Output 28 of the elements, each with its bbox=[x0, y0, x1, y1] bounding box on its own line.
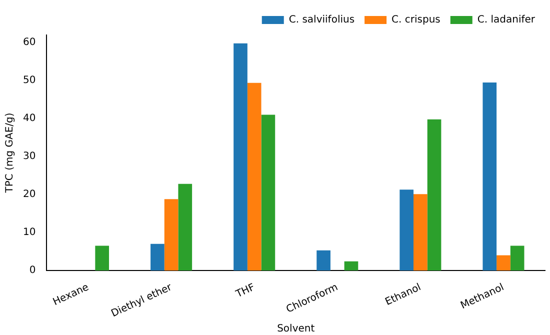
legend-label: C. salviifolius bbox=[288, 14, 355, 26]
bar bbox=[427, 119, 442, 270]
bar bbox=[344, 261, 358, 270]
y-tick-label: 10 bbox=[22, 227, 36, 238]
y-tick-label: 40 bbox=[22, 113, 36, 124]
y-tick-label: 20 bbox=[22, 189, 36, 200]
bar bbox=[164, 199, 178, 270]
y-tick-label: 30 bbox=[22, 151, 36, 162]
bar bbox=[178, 184, 192, 270]
x-axis-title: Solvent bbox=[277, 324, 315, 335]
bar bbox=[496, 255, 510, 270]
bar bbox=[247, 82, 262, 270]
y-tick-label: 50 bbox=[22, 75, 36, 86]
bar bbox=[316, 250, 330, 270]
legend-label: C. ladanifer bbox=[477, 14, 536, 26]
y-tick-label: 60 bbox=[22, 37, 36, 48]
bar bbox=[400, 190, 414, 270]
bar bbox=[234, 43, 248, 270]
bar bbox=[95, 246, 110, 270]
bar bbox=[261, 114, 276, 270]
y-tick-label: 0 bbox=[29, 265, 36, 276]
bar bbox=[482, 82, 497, 270]
bar bbox=[510, 246, 524, 270]
legend-label: C. crispus bbox=[392, 14, 440, 26]
bar bbox=[414, 194, 428, 270]
x-tick-label: THF bbox=[234, 282, 257, 301]
y-axis-title: TPC (mg GAE/g) bbox=[4, 112, 16, 194]
bar bbox=[150, 244, 164, 270]
